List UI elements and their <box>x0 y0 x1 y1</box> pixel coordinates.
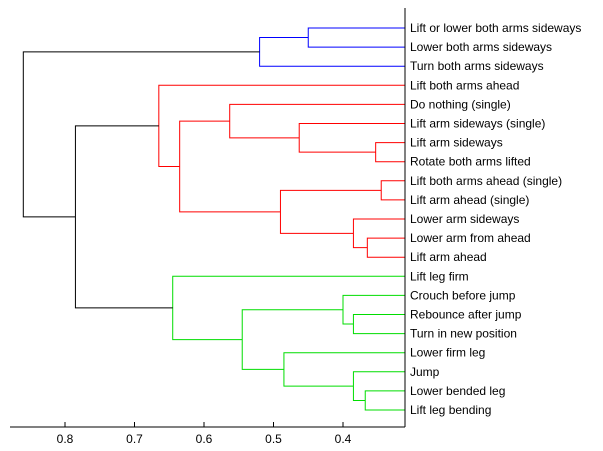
leaf-label: Lift arm ahead <box>410 250 487 264</box>
leaf-label: Lower arm from ahead <box>410 231 531 245</box>
link-g6 <box>241 309 343 370</box>
leaf-label: Turn in new position <box>410 327 517 341</box>
link-g3 <box>364 390 405 411</box>
leaf-label: Lift leg firm <box>410 269 469 283</box>
link-g2 <box>342 294 405 325</box>
leaf-label: Lift leg bending <box>410 403 491 417</box>
link-k1 <box>74 125 173 309</box>
leaf-label: Lower bended leg <box>410 384 505 398</box>
leaf-label: Do nothing (single) <box>410 97 511 111</box>
link-r3 <box>229 103 405 139</box>
link-r1 <box>375 142 405 163</box>
leaf-label: Lift arm ahead (single) <box>410 193 529 207</box>
x-tick-label: 0.5 <box>265 432 282 446</box>
x-axis: 0.8 0.7 0.6 0.5 0.4 <box>10 8 406 446</box>
link-g7 <box>172 275 405 341</box>
link-b1 <box>307 27 405 48</box>
leaf-label: Lift arm sideways (single) <box>410 117 545 131</box>
dendrogram-links <box>22 27 405 411</box>
x-tick-label: 0.8 <box>57 432 74 446</box>
leaf-label: Rebounce after jump <box>410 308 522 322</box>
link-r4 <box>380 180 405 201</box>
link-r5 <box>366 237 405 258</box>
leaf-label: Lift both arms ahead (single) <box>410 174 562 188</box>
x-tick-label: 0.7 <box>126 432 143 446</box>
leaf-label: Lower arm sideways <box>410 212 519 226</box>
link-k2 <box>22 51 260 218</box>
leaf-labels: Lift or lower both arms sideways Lower bo… <box>410 21 581 417</box>
leaf-label: Rotate both arms lifted <box>410 155 531 169</box>
link-r2 <box>298 123 405 153</box>
link-g1 <box>352 314 405 335</box>
leaf-label: Lift arm sideways <box>410 136 503 150</box>
link-r9 <box>158 84 405 167</box>
x-tick-label: 0.6 <box>196 432 213 446</box>
link-g5 <box>283 352 405 387</box>
link-r6 <box>352 218 405 249</box>
link-b2 <box>259 37 405 67</box>
leaf-label: Crouch before jump <box>410 288 516 302</box>
x-tick-label: 0.4 <box>335 432 352 446</box>
leaf-label: Lower firm leg <box>410 346 485 360</box>
leaf-label: Lower both arms sideways <box>410 40 552 54</box>
link-r7 <box>279 189 382 234</box>
leaf-label: Turn both arms sideways <box>410 59 544 73</box>
leaf-label: Jump <box>410 365 440 379</box>
leaf-label: Lift or lower both arms sideways <box>410 21 581 35</box>
link-g4 <box>352 371 405 401</box>
leaf-label: Lift both arms ahead <box>410 78 519 92</box>
